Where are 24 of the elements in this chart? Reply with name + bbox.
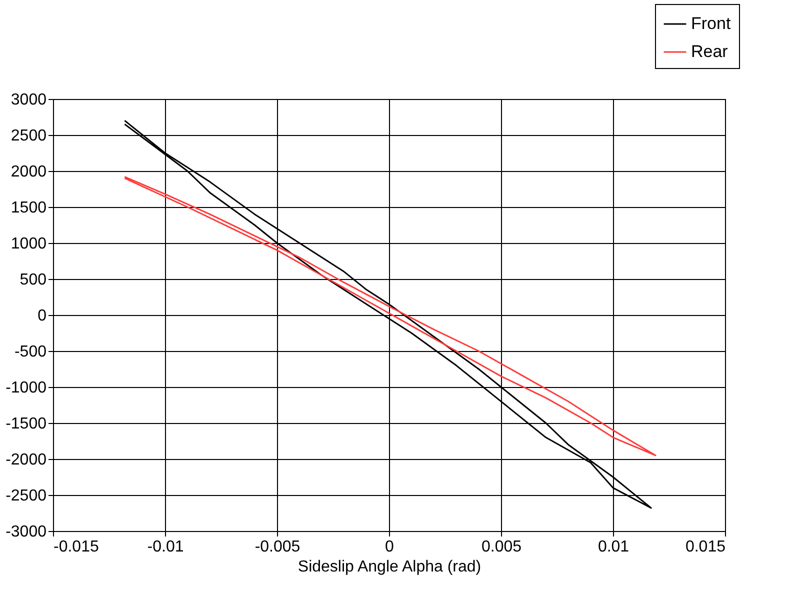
y-tick-label: 3000 — [10, 92, 47, 108]
legend-label: Rear — [691, 42, 728, 61]
y-tick-label: -3000 — [6, 524, 47, 540]
y-tick-label: 1500 — [10, 200, 47, 216]
x-tick-label: 0.005 — [481, 538, 522, 556]
x-tick-label: 0.015 — [685, 538, 726, 556]
x-axis-title: Sideslip Angle Alpha (rad) — [298, 558, 482, 576]
y-tick-label: -2000 — [6, 452, 47, 468]
y-tick-label: 2500 — [10, 128, 47, 144]
x-tick-label: -0.005 — [254, 538, 300, 556]
x-tick-label: 0 — [385, 538, 394, 556]
y-tick-label: 1000 — [10, 236, 47, 252]
y-tick-label: -1000 — [6, 380, 47, 396]
line-series — [124, 176, 656, 456]
legend-label: Front — [691, 14, 731, 33]
y-tick-label: 500 — [20, 272, 47, 288]
y-tick-label: -1500 — [6, 416, 47, 432]
y-tick-label: -2500 — [6, 488, 47, 504]
y-tick-label: 2000 — [10, 164, 47, 180]
x-tick-label: 0.01 — [598, 538, 630, 556]
x-tick-label: -0.015 — [54, 538, 99, 556]
y-tick-label: -500 — [14, 344, 47, 360]
x-tick-label: -0.01 — [147, 538, 184, 556]
y-tick-label: 0 — [38, 308, 47, 324]
